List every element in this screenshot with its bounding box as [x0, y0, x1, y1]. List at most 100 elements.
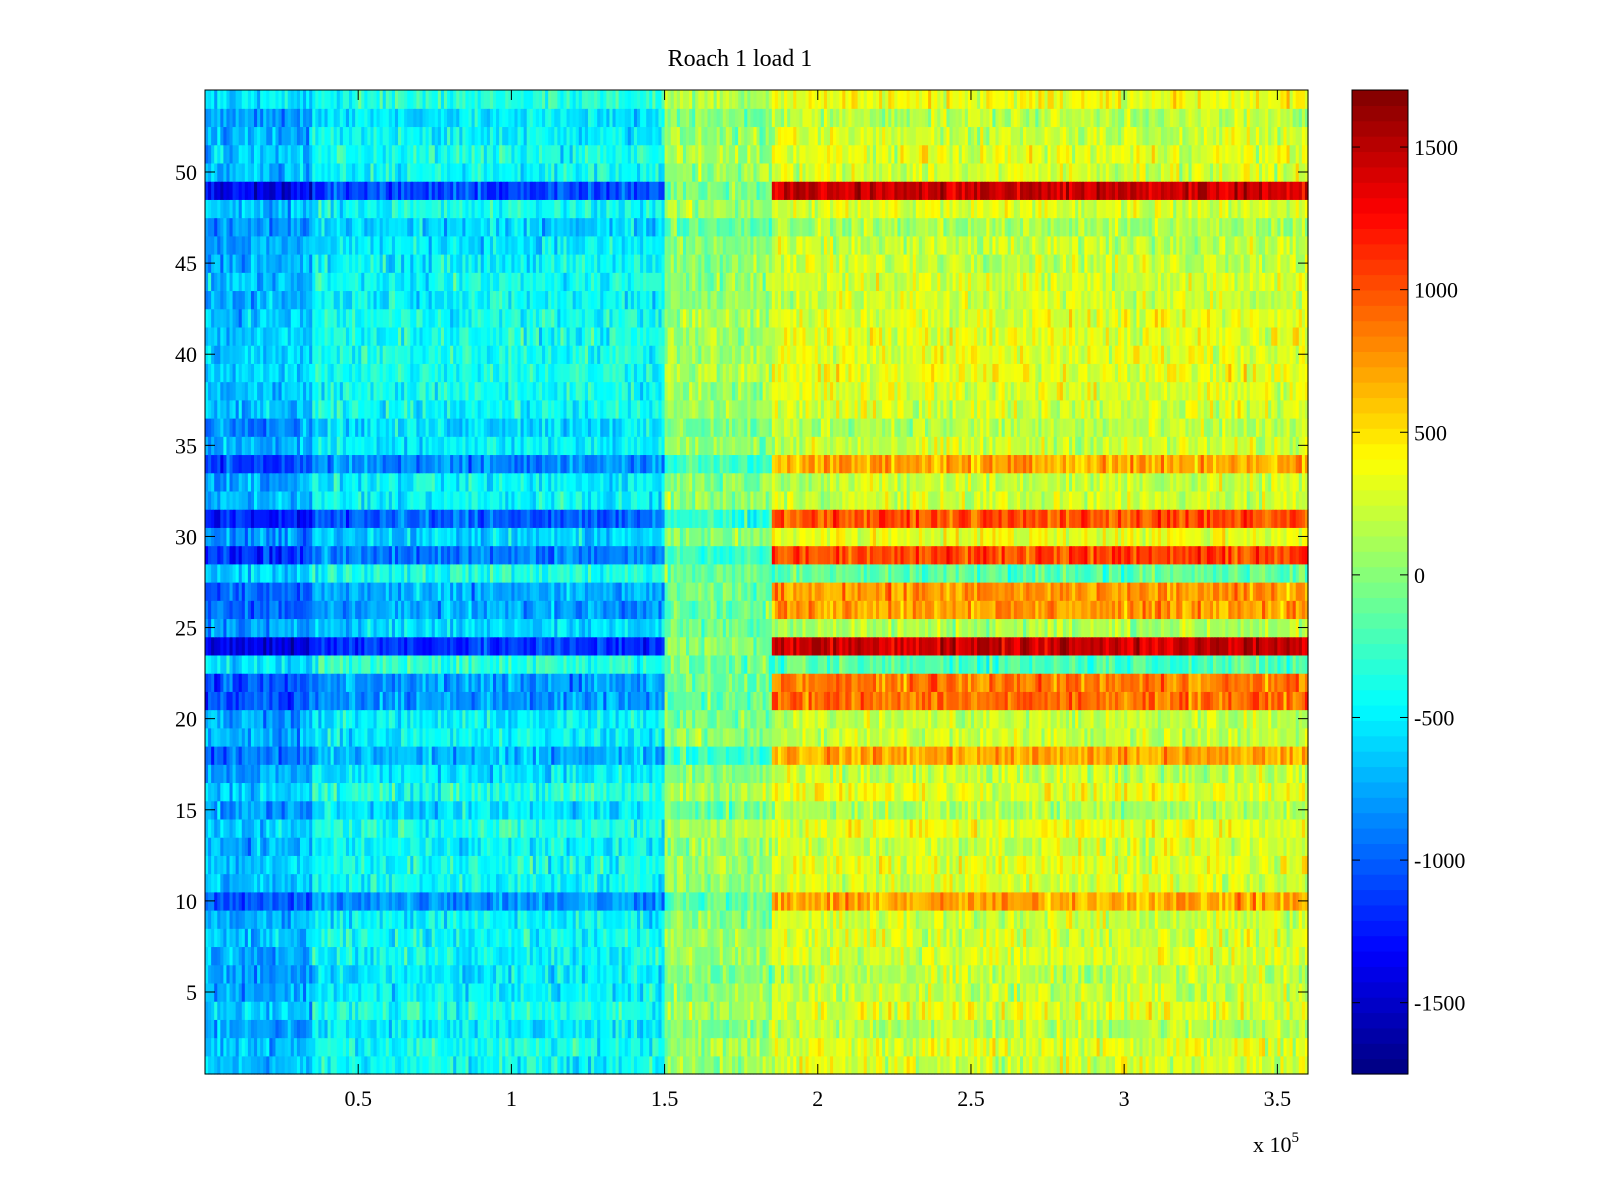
heatmap-cell: [330, 1019, 335, 1039]
heatmap-cell: [419, 964, 424, 984]
heatmap-cell: [624, 1055, 629, 1075]
heatmap-cell: [1222, 1019, 1226, 1039]
heatmap-cell: [731, 1037, 736, 1057]
heatmap-cell: [263, 982, 267, 1002]
heatmap-cell: [309, 1001, 313, 1020]
heatmap-cell: [499, 1019, 503, 1039]
heatmap-cell: [661, 1019, 666, 1039]
heatmap-cell: [1191, 1001, 1196, 1020]
heatmap-cell: [309, 1019, 313, 1039]
heatmap-cell: [318, 946, 323, 966]
heatmap-cell: [774, 1001, 779, 1020]
heatmap-cell: [324, 1019, 329, 1039]
heatmap-cell: [419, 1019, 424, 1039]
heatmap-cell: [306, 946, 310, 966]
heatmap-cell: [906, 964, 911, 984]
heatmap-cell: [961, 982, 966, 1002]
heatmap-cell: [1151, 1019, 1156, 1039]
heatmap-cell: [869, 982, 874, 1002]
heatmap-cell: [272, 946, 277, 966]
heatmap-cell: [750, 1001, 755, 1020]
heatmap-cell: [594, 1001, 598, 1020]
heatmap-cell: [995, 1037, 1000, 1057]
heatmap-cell: [817, 1037, 822, 1057]
heatmap-cell: [704, 1001, 709, 1020]
heatmap-cell: [529, 982, 534, 1002]
heatmap-cell: [425, 1055, 430, 1075]
heatmap-cell: [1139, 1055, 1144, 1075]
heatmap-cell: [456, 1001, 460, 1020]
heatmap-cell: [624, 964, 629, 984]
heatmap-cell: [1292, 964, 1297, 984]
heatmap-cell: [1004, 1055, 1009, 1075]
heatmap-cell: [379, 982, 384, 1002]
heatmap-cell: [1016, 1001, 1021, 1020]
heatmap-cell: [391, 1001, 396, 1020]
heatmap-cell: [581, 964, 586, 984]
heatmap-cell: [912, 1037, 917, 1057]
heatmap-cell: [814, 982, 819, 1002]
heatmap-cell: [643, 982, 647, 1002]
heatmap-cell: [247, 1001, 252, 1020]
heatmap-cell: [373, 1001, 378, 1020]
heatmap-cell: [1301, 1055, 1306, 1075]
heatmap-cell: [1283, 1037, 1288, 1057]
heatmap-cell: [1237, 964, 1242, 984]
heatmap-cell: [1041, 1037, 1046, 1057]
heatmap-cell: [1164, 1019, 1168, 1039]
heatmap-cell: [468, 964, 473, 984]
heatmap-cell: [456, 964, 460, 984]
heatmap-cell: [511, 1055, 516, 1075]
heatmap-cell: [906, 1019, 911, 1039]
heatmap-cell: [336, 946, 341, 966]
heatmap-cell: [229, 1019, 234, 1039]
heatmap-cell: [1179, 1037, 1183, 1057]
heatmap-cell: [692, 1019, 696, 1039]
heatmap-cell: [741, 982, 745, 1002]
heatmap-cell: [765, 964, 770, 984]
heatmap-cell: [465, 1019, 470, 1039]
heatmap-cell: [670, 964, 675, 984]
heatmap-cell: [566, 964, 571, 984]
heatmap-cell: [1268, 1037, 1272, 1057]
heatmap-cell: [885, 964, 889, 984]
heatmap-cell: [1090, 1037, 1095, 1057]
heatmap-cell: [1246, 1001, 1251, 1020]
heatmap-cell: [716, 1037, 721, 1057]
heatmap-cell: [1111, 982, 1116, 1002]
heatmap-cell: [241, 946, 246, 966]
heatmap-cell: [1231, 1001, 1236, 1020]
heatmap-cell: [952, 982, 957, 1002]
heatmap-cell: [428, 982, 433, 1002]
heatmap-cell: [272, 1001, 277, 1020]
heatmap-cell: [879, 1001, 883, 1020]
heatmap-cell: [964, 964, 969, 984]
heatmap-cell: [661, 964, 666, 984]
heatmap-cell: [1145, 964, 1150, 984]
heatmap-cell: [278, 982, 283, 1002]
heatmap-cell: [1252, 964, 1257, 984]
heatmap-cell: [532, 982, 537, 1002]
heatmap-cell: [407, 1019, 411, 1039]
heatmap-cell: [238, 1037, 243, 1057]
heatmap-cell: [1044, 964, 1049, 984]
heatmap-cell: [1292, 1001, 1297, 1020]
heatmap-cell: [744, 964, 748, 984]
heatmap-cell: [486, 964, 491, 984]
heatmap-cell: [1160, 982, 1165, 1002]
heatmap-cell: [575, 1019, 580, 1039]
heatmap-cell: [591, 964, 595, 984]
heatmap-cell: [692, 1055, 696, 1075]
heatmap-cell: [1062, 964, 1067, 984]
heatmap-cell: [244, 1019, 249, 1039]
heatmap-cell: [1121, 964, 1125, 984]
heatmap-cell: [637, 964, 641, 984]
heatmap-cell: [437, 1055, 442, 1075]
heatmap-cell: [407, 982, 411, 1002]
heatmap-cell: [523, 1037, 528, 1057]
heatmap-cell: [903, 1001, 908, 1020]
heatmap-cell: [238, 946, 243, 966]
heatmap-cell: [1182, 1001, 1187, 1020]
heatmap-cell: [1228, 1037, 1232, 1057]
heatmap-cell: [575, 1001, 580, 1020]
